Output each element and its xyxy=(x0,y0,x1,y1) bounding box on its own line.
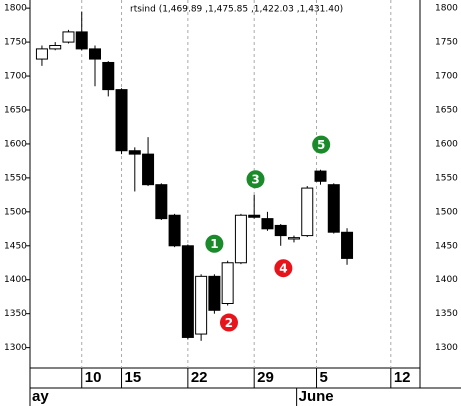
y-tick-label-right: 1500 xyxy=(435,207,458,217)
y-tick-label: 1750 xyxy=(4,38,27,48)
y-tick-label: 1600 xyxy=(4,139,27,149)
y-tick-label-right: 1450 xyxy=(435,241,458,251)
annotation-marker xyxy=(205,234,224,253)
y-tick-label-right: 1550 xyxy=(435,173,458,183)
candle-body xyxy=(62,31,75,43)
candle-body xyxy=(314,170,327,182)
month-label: June xyxy=(299,388,334,405)
candle-body xyxy=(155,184,168,220)
annotation-label: 1 xyxy=(210,237,218,251)
candle-body xyxy=(89,48,101,60)
x-tick-label: 12 xyxy=(394,369,411,386)
y-tick-label: 1550 xyxy=(4,173,27,183)
y-tick-label: 1400 xyxy=(4,275,27,285)
x-tick-label: 22 xyxy=(191,369,208,386)
candle-body xyxy=(208,275,221,311)
candle-body xyxy=(301,187,314,237)
candle-body xyxy=(341,231,354,259)
candle-body xyxy=(128,150,141,155)
candle-body xyxy=(248,214,261,218)
candle-body xyxy=(142,153,155,186)
x-tick-label: 10 xyxy=(85,369,102,386)
candle-body xyxy=(168,214,181,247)
month-label: ay xyxy=(32,388,49,405)
candle-body xyxy=(49,44,62,50)
annotation-label: 5 xyxy=(317,138,325,152)
annotation-marker xyxy=(246,170,265,189)
y-tick-label-right: 1350 xyxy=(435,309,458,319)
candle-body xyxy=(102,61,115,91)
candle-body xyxy=(35,48,48,60)
candle-body xyxy=(221,262,234,304)
x-tick-label: 15 xyxy=(125,369,142,386)
y-tick-label-right: 1650 xyxy=(435,105,458,115)
x-tick-label: 5 xyxy=(320,369,328,386)
y-tick-label: 1300 xyxy=(4,343,27,353)
annotation-marker xyxy=(219,313,238,332)
y-tick-label-right: 1300 xyxy=(435,343,458,353)
y-tick-label-right: 1750 xyxy=(435,38,458,48)
y-tick-label-right: 1700 xyxy=(435,72,458,82)
y-tick-label-right: 1600 xyxy=(435,139,458,149)
y-tick-label-right: 1800 xyxy=(435,4,458,14)
annotation-marker xyxy=(312,135,331,154)
y-tick-label: 1700 xyxy=(4,72,27,82)
candle-body xyxy=(75,31,88,50)
annotation-label: 4 xyxy=(279,262,287,276)
y-tick-label-right: 1400 xyxy=(435,275,458,285)
y-tick-label: 1650 xyxy=(4,105,27,115)
candle-body xyxy=(327,184,340,233)
annotation-label: 3 xyxy=(251,173,259,187)
candle-body xyxy=(261,218,274,230)
x-tick-label: 29 xyxy=(257,369,274,386)
y-tick-label: 1800 xyxy=(4,4,27,14)
candle-body xyxy=(195,275,208,335)
candle-body xyxy=(115,89,128,152)
y-tick-label: 1350 xyxy=(4,309,27,319)
y-tick-label: 1450 xyxy=(4,241,27,251)
candle-body xyxy=(287,237,300,240)
annotation-label: 2 xyxy=(225,316,233,330)
candle-body xyxy=(234,214,247,264)
candle-body xyxy=(274,224,287,237)
y-tick-label: 1500 xyxy=(4,207,27,217)
annotation-marker xyxy=(274,259,293,278)
candle-body xyxy=(181,245,194,338)
chart-title: rtsind (1,469.89 ,1,475.85 ,1,422.03 ,1,… xyxy=(130,5,343,15)
